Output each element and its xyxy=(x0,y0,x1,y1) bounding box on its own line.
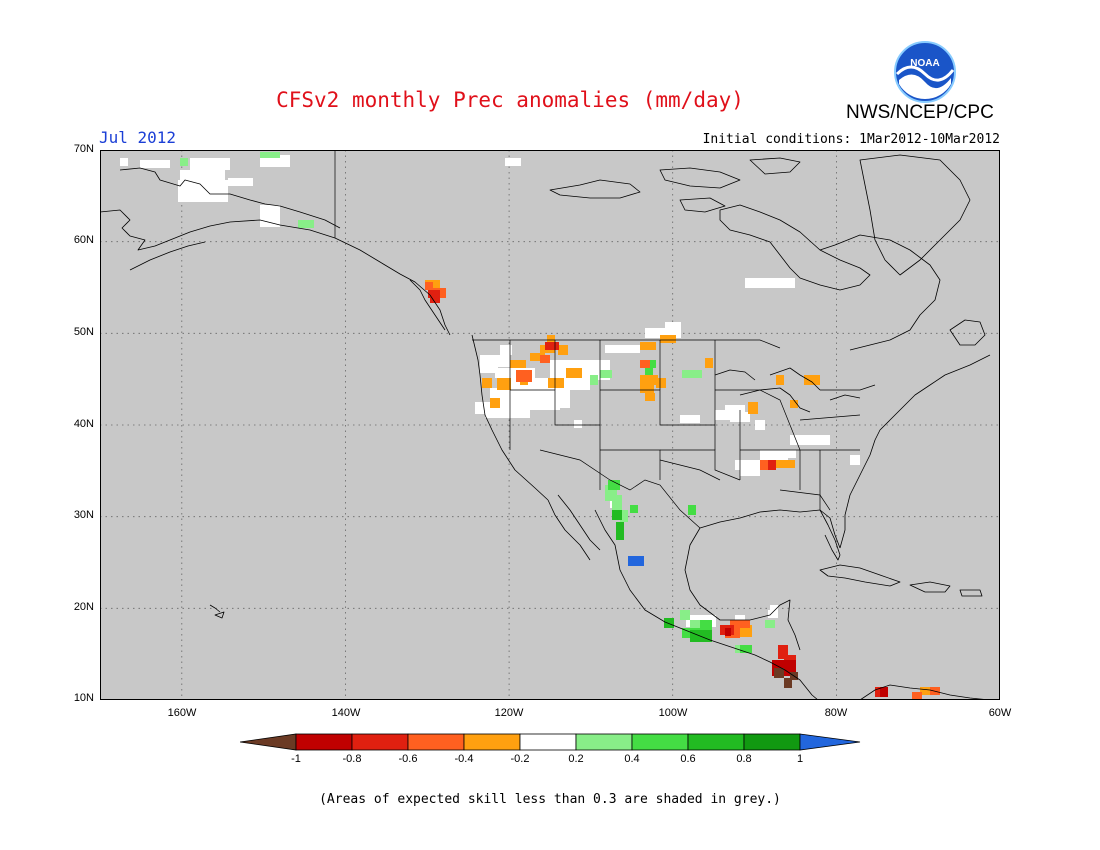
lat-label-50n: 50N xyxy=(73,326,94,338)
colorbar-label: -0.8 xyxy=(342,753,362,765)
lon-label-120w: 120W xyxy=(494,707,524,719)
logo-text: NOAA xyxy=(910,58,939,69)
anomaly-cells xyxy=(120,152,940,700)
coastlines xyxy=(100,154,991,700)
lat-label-40n: 40N xyxy=(73,418,94,430)
colorbar-low-arrow xyxy=(240,733,297,751)
colorbar xyxy=(240,733,861,751)
chart-title: CFSv2 monthly Prec anomalies (mm/day) xyxy=(276,88,744,112)
colorbar-high-arrow xyxy=(799,733,861,751)
colorbar-label: 0.4 xyxy=(624,753,640,765)
lat-label-20n: 20N xyxy=(73,601,94,613)
colorbar-label: -0.4 xyxy=(454,753,474,765)
colorbar-label: -0.6 xyxy=(398,753,418,765)
lat-label-10n: 10N xyxy=(73,692,94,704)
skill-footnote: (Areas of expected skill less than 0.3 a… xyxy=(319,792,781,807)
initial-conditions-label: Initial conditions: 1Mar2012-10Mar2012 xyxy=(702,132,1000,147)
forecast-month-label: Jul 2012 xyxy=(99,128,177,147)
colorbar-label: 0.8 xyxy=(736,753,752,765)
lon-label-140w: 140W xyxy=(331,707,361,719)
lon-label-60w: 60W xyxy=(988,707,1012,719)
lon-label-160w: 160W xyxy=(167,707,197,719)
lat-label-60n: 60N xyxy=(73,234,94,246)
precipitation-map xyxy=(100,150,1000,700)
colorbar-label: 1 xyxy=(796,753,804,765)
lat-label-30n: 30N xyxy=(73,509,94,521)
lat-label-70n: 70N xyxy=(73,143,94,155)
political-borders xyxy=(334,150,876,529)
colorbar-label: -1 xyxy=(291,753,301,765)
organization-label: NWS/NCEP/CPC xyxy=(846,102,994,123)
colorbar-label: 0.2 xyxy=(568,753,584,765)
lon-label-100w: 100W xyxy=(658,707,688,719)
noaa-logo-icon: NOAA xyxy=(894,41,956,103)
lon-label-80w: 80W xyxy=(824,707,848,719)
colorbar-label: 0.6 xyxy=(680,753,696,765)
colorbar-label: -0.2 xyxy=(510,753,530,765)
